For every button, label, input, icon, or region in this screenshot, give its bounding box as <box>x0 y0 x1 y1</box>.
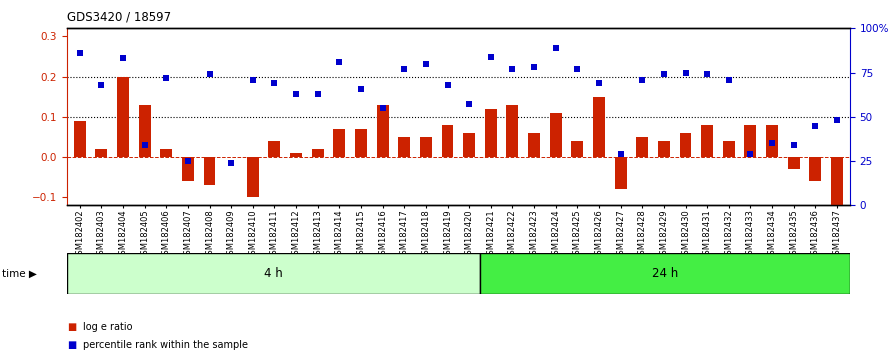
Bar <box>290 153 302 157</box>
Point <box>332 59 346 65</box>
Point <box>289 91 303 97</box>
Bar <box>480 253 850 294</box>
Point <box>159 75 174 81</box>
Bar <box>658 141 670 157</box>
Point <box>441 82 455 88</box>
Point <box>829 118 844 123</box>
Bar <box>160 149 173 157</box>
Bar <box>766 125 778 157</box>
Text: ■: ■ <box>67 340 76 350</box>
Text: 4 h: 4 h <box>264 267 283 280</box>
Bar <box>117 76 129 157</box>
Point <box>808 123 822 129</box>
Bar <box>615 157 627 189</box>
Point <box>592 80 606 86</box>
Bar <box>376 105 389 157</box>
Bar <box>334 129 345 157</box>
Point <box>570 66 585 72</box>
Point <box>376 105 390 111</box>
Point <box>246 77 260 82</box>
Bar <box>593 97 605 157</box>
Bar <box>701 125 713 157</box>
Point <box>94 82 109 88</box>
Bar <box>95 149 108 157</box>
Bar <box>831 157 843 205</box>
Bar <box>355 129 367 157</box>
Point <box>483 54 498 59</box>
Text: ■: ■ <box>67 322 76 332</box>
Bar <box>680 133 692 157</box>
Bar <box>67 253 480 294</box>
Point <box>181 158 195 164</box>
Bar <box>247 157 259 197</box>
Point <box>765 141 779 146</box>
Bar <box>399 137 410 157</box>
Bar <box>182 157 194 181</box>
Point <box>462 102 476 107</box>
Text: log e ratio: log e ratio <box>83 322 133 332</box>
Bar <box>636 137 648 157</box>
Point <box>506 66 520 72</box>
Text: time ▶: time ▶ <box>2 268 36 279</box>
Point <box>267 80 281 86</box>
Point <box>722 77 736 82</box>
Point <box>419 61 433 67</box>
Bar <box>269 141 280 157</box>
Bar <box>463 133 475 157</box>
Bar <box>441 125 454 157</box>
Bar <box>204 157 215 185</box>
Bar <box>723 141 735 157</box>
Point <box>311 91 325 97</box>
Point <box>527 64 541 70</box>
Point <box>743 151 757 157</box>
Point <box>548 45 562 51</box>
Point <box>116 56 130 61</box>
Point <box>635 77 650 82</box>
Point <box>224 160 239 166</box>
Text: 24 h: 24 h <box>651 267 678 280</box>
Text: percentile rank within the sample: percentile rank within the sample <box>83 340 247 350</box>
Text: GDS3420 / 18597: GDS3420 / 18597 <box>67 11 171 24</box>
Bar <box>744 125 756 157</box>
Point <box>73 50 87 56</box>
Point <box>397 66 411 72</box>
Point <box>787 142 801 148</box>
Bar <box>809 157 821 181</box>
Point <box>354 86 368 91</box>
Bar <box>788 157 799 169</box>
Bar <box>74 121 85 157</box>
Bar <box>528 133 540 157</box>
Bar <box>312 149 324 157</box>
Bar <box>571 141 583 157</box>
Point <box>678 70 692 75</box>
Point <box>700 72 715 77</box>
Bar <box>550 113 562 157</box>
Point <box>613 151 627 157</box>
Bar <box>420 137 432 157</box>
Point <box>657 72 671 77</box>
Bar <box>506 105 518 157</box>
Point <box>202 72 216 77</box>
Point <box>138 142 152 148</box>
Bar <box>485 109 497 157</box>
Bar <box>139 105 150 157</box>
